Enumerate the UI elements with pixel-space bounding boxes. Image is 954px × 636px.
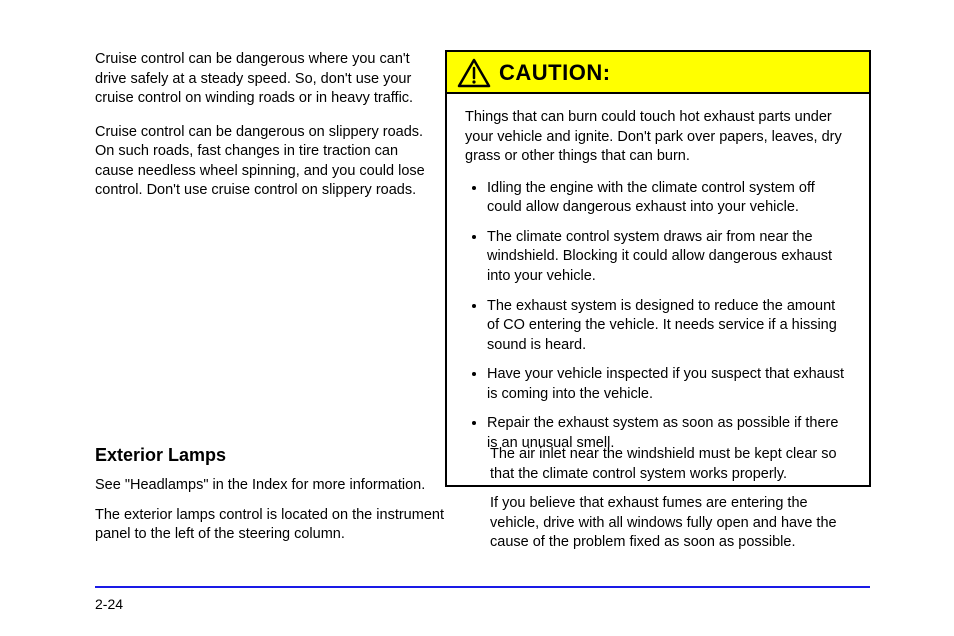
warning-triangle-icon bbox=[457, 58, 491, 88]
below-left-paragraph: The exterior lamps control is located on… bbox=[95, 506, 455, 545]
caution-box: CAUTION: Things that can burn could touc… bbox=[445, 50, 871, 487]
caution-body: Things that can burn could touch hot exh… bbox=[447, 94, 869, 485]
below-right-paragraph: If you believe that exhaust fumes are en… bbox=[490, 494, 860, 553]
footer-rule bbox=[95, 586, 870, 588]
left-paragraph: Cruise control can be dangerous where yo… bbox=[95, 50, 425, 109]
caution-bullet: The exhaust system is designed to reduce… bbox=[487, 297, 851, 356]
below-right-paragraph: The air inlet near the windshield must b… bbox=[490, 445, 860, 484]
caution-bullet: Idling the engine with the climate contr… bbox=[487, 179, 851, 218]
below-right-column: The air inlet near the windshield must b… bbox=[490, 445, 860, 563]
left-paragraph: Cruise control can be dangerous on slipp… bbox=[95, 123, 425, 201]
caution-bullet: Have your vehicle inspected if you suspe… bbox=[487, 365, 851, 404]
left-column: Cruise control can be dangerous where yo… bbox=[95, 50, 425, 215]
section-title: Exterior Lamps bbox=[95, 445, 455, 466]
below-left-paragraph: See "Headlamps" in the Index for more in… bbox=[95, 476, 455, 496]
below-left-column: Exterior Lamps See "Headlamps" in the In… bbox=[95, 445, 455, 555]
caution-bullet: The climate control system draws air fro… bbox=[487, 228, 851, 287]
caution-header: CAUTION: bbox=[447, 52, 869, 94]
page-number: 2-24 bbox=[95, 596, 123, 612]
caution-lead-text: Things that can burn could touch hot exh… bbox=[465, 108, 851, 167]
caution-bullet-list: Idling the engine with the climate contr… bbox=[465, 179, 851, 454]
caution-title: CAUTION: bbox=[499, 60, 611, 86]
